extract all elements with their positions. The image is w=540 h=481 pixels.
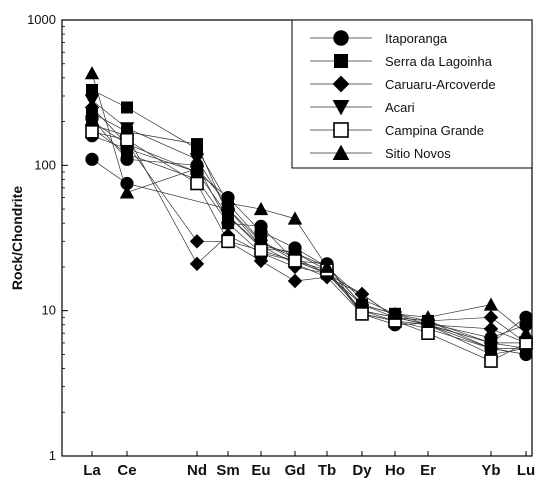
legend-box xyxy=(291,19,533,169)
data-point xyxy=(253,201,269,216)
legend-marker xyxy=(332,144,350,160)
data-point xyxy=(287,273,303,289)
sample-line xyxy=(91,100,527,349)
x-tick-label: Lu xyxy=(517,462,535,479)
legend-label: Itaporanga xyxy=(385,31,448,46)
data-point xyxy=(289,246,301,259)
sample-line xyxy=(91,121,527,355)
data-point xyxy=(189,161,205,175)
data-point xyxy=(84,94,100,108)
y-tick-label: 1 xyxy=(49,448,56,463)
data-point xyxy=(119,122,135,136)
legend-marker xyxy=(333,122,349,138)
data-point xyxy=(84,115,100,129)
data-point xyxy=(287,211,303,225)
legend-marker xyxy=(332,100,350,116)
y-axis: 1 10 100 1000 xyxy=(27,12,68,463)
legend-marker xyxy=(333,30,349,46)
data-markers xyxy=(84,66,534,368)
data-point xyxy=(221,234,235,249)
data-point xyxy=(191,138,203,151)
data-point xyxy=(121,147,133,160)
data-point xyxy=(220,209,236,223)
x-tick-label: Dy xyxy=(352,462,372,479)
data-point xyxy=(355,307,369,321)
data-point xyxy=(319,259,335,273)
data-point xyxy=(483,342,499,356)
data-point xyxy=(483,297,499,311)
x-tick-label: Nd xyxy=(187,462,207,479)
data-point xyxy=(519,318,533,332)
data-point xyxy=(254,243,268,258)
data-point xyxy=(254,219,268,234)
sample-line xyxy=(91,159,527,344)
x-tick-label: Yb xyxy=(481,462,500,479)
data-point xyxy=(253,253,269,269)
data-point xyxy=(86,83,98,96)
data-point xyxy=(85,152,99,166)
sample-line xyxy=(91,73,527,334)
data-point xyxy=(189,153,205,167)
data-point xyxy=(85,125,99,139)
sample-line xyxy=(91,112,526,349)
data-point xyxy=(420,310,436,324)
data-point xyxy=(84,66,100,80)
legend-marker xyxy=(332,75,350,93)
sample-line xyxy=(91,131,527,362)
data-point xyxy=(483,321,499,337)
y-tick-label: 100 xyxy=(34,157,56,172)
legend-label: Campina Grande xyxy=(385,123,484,138)
x-tick-label: Ho xyxy=(385,462,405,479)
data-point xyxy=(484,354,498,368)
data-point xyxy=(518,325,534,340)
y-tick-label: 1000 xyxy=(27,12,56,27)
data-point xyxy=(222,217,234,230)
data-point xyxy=(190,176,204,191)
x-tick-label: Er xyxy=(420,462,436,479)
x-tick-label: Sm xyxy=(216,462,239,479)
data-point xyxy=(220,195,236,210)
sample-line xyxy=(91,107,527,344)
legend-label: Caruaru-Arcoverde xyxy=(385,77,496,92)
data-point xyxy=(189,256,205,272)
x-tick-label: La xyxy=(83,462,101,479)
data-point xyxy=(387,306,403,320)
data-point xyxy=(518,348,534,362)
data-point xyxy=(421,326,435,340)
data-point xyxy=(483,310,499,325)
data-point xyxy=(288,254,302,268)
x-tick-label: Eu xyxy=(251,462,270,479)
legend-marker xyxy=(334,54,348,68)
legend-label: Serra da Lagoinha xyxy=(385,54,493,69)
data-point xyxy=(119,185,135,199)
x-tick-label: Ce xyxy=(117,462,136,479)
data-point xyxy=(120,132,134,147)
data-point xyxy=(120,176,134,191)
legend-label: Sitio Novos xyxy=(385,146,451,161)
x-axis: La Ce Nd Sm Eu Gd Tb Dy Ho Er Yb Lu xyxy=(83,451,535,479)
y-axis-title: Rock/Chondrite xyxy=(9,186,25,290)
sample-lines xyxy=(91,73,527,362)
data-point xyxy=(189,234,205,249)
y-tick-label: 10 xyxy=(42,303,56,318)
x-tick-label: Tb xyxy=(318,462,336,479)
legend-label: Acari xyxy=(385,100,415,115)
legend: Itaporanga Serra da Lagoinha Caruaru-Arcov… xyxy=(291,19,533,169)
data-point xyxy=(121,101,133,114)
data-point xyxy=(354,291,370,306)
x-tick-label: Gd xyxy=(285,462,306,479)
